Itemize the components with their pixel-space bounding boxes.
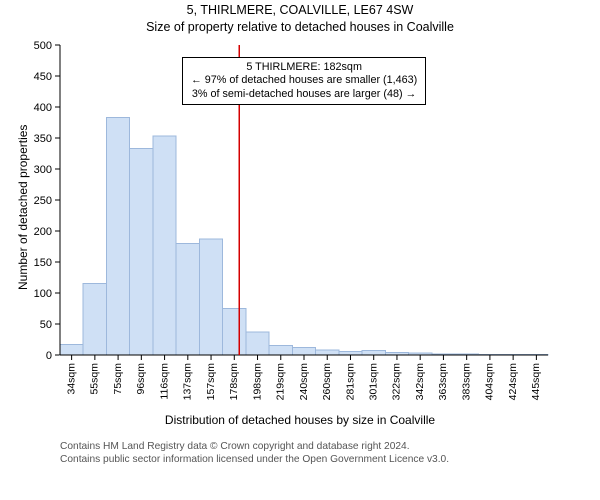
y-axis-label: Number of detached properties	[16, 125, 30, 290]
svg-text:260sqm: 260sqm	[321, 363, 333, 401]
annotation-line-2: ← 97% of detached houses are smaller (1,…	[191, 74, 417, 87]
svg-text:250: 250	[34, 195, 52, 207]
svg-text:0: 0	[46, 350, 52, 362]
svg-text:363sqm: 363sqm	[437, 363, 449, 401]
page-title-subtitle: Size of property relative to detached ho…	[0, 20, 600, 34]
svg-text:200: 200	[34, 226, 52, 238]
svg-text:350: 350	[34, 133, 52, 145]
svg-text:75sqm: 75sqm	[112, 363, 124, 395]
x-axis-label: Distribution of detached houses by size …	[0, 413, 600, 427]
svg-text:400: 400	[34, 102, 52, 114]
svg-text:157sqm: 157sqm	[205, 363, 217, 401]
svg-text:100: 100	[34, 288, 52, 300]
annotation-line-1: 5 THIRLMERE: 182sqm	[191, 61, 417, 74]
footer-line-2: Contains public sector information licen…	[60, 453, 449, 466]
svg-text:301sqm: 301sqm	[367, 363, 379, 401]
svg-text:300: 300	[34, 164, 52, 176]
svg-text:219sqm: 219sqm	[275, 363, 287, 401]
svg-text:445sqm: 445sqm	[530, 363, 542, 401]
svg-text:404sqm: 404sqm	[484, 363, 496, 401]
svg-text:116sqm: 116sqm	[158, 363, 170, 400]
svg-text:342sqm: 342sqm	[414, 363, 426, 401]
svg-text:450: 450	[34, 71, 52, 83]
svg-text:96sqm: 96sqm	[135, 363, 147, 395]
svg-text:137sqm: 137sqm	[182, 363, 194, 401]
footer-line-1: Contains HM Land Registry data © Crown c…	[60, 440, 449, 453]
annotation-line-3: 3% of semi-detached houses are larger (4…	[191, 88, 417, 101]
svg-text:178sqm: 178sqm	[228, 363, 240, 401]
svg-text:281sqm: 281sqm	[344, 363, 356, 401]
svg-text:34sqm: 34sqm	[65, 363, 77, 395]
attribution-footer: Contains HM Land Registry data © Crown c…	[60, 440, 449, 467]
svg-text:55sqm: 55sqm	[89, 363, 101, 395]
svg-text:50: 50	[40, 319, 52, 331]
svg-text:424sqm: 424sqm	[507, 363, 519, 401]
svg-text:383sqm: 383sqm	[460, 363, 472, 401]
annotation-box: 5 THIRLMERE: 182sqm ← 97% of detached ho…	[182, 57, 426, 105]
svg-text:500: 500	[34, 40, 52, 52]
svg-text:150: 150	[34, 257, 52, 269]
page-title-address: 5, THIRLMERE, COALVILLE, LE67 4SW	[0, 3, 600, 17]
svg-text:240sqm: 240sqm	[298, 363, 310, 401]
svg-text:322sqm: 322sqm	[391, 363, 403, 401]
svg-text:198sqm: 198sqm	[251, 363, 263, 401]
